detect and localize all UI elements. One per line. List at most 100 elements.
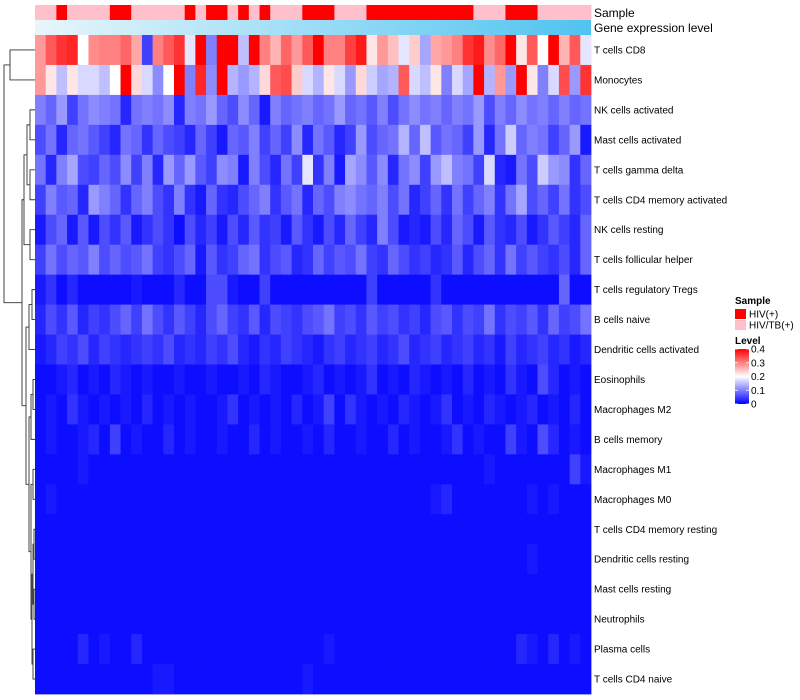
heatmap-cell bbox=[313, 334, 325, 365]
heatmap-cell bbox=[473, 544, 485, 575]
heatmap-cell bbox=[99, 274, 111, 305]
heatmap-cell bbox=[419, 424, 432, 455]
heatmap-cell bbox=[441, 544, 453, 575]
heatmap-cell bbox=[366, 454, 378, 485]
heatmap-cell bbox=[109, 94, 121, 126]
heatmap-cell bbox=[505, 35, 517, 66]
heatmap-cell bbox=[302, 544, 314, 575]
heatmap-cell bbox=[35, 35, 47, 66]
heatmap-cell bbox=[99, 634, 111, 665]
heatmap-cell bbox=[45, 94, 57, 126]
heatmap-cell bbox=[462, 124, 474, 156]
heatmap-cell bbox=[580, 634, 592, 665]
heatmap-cell bbox=[67, 454, 79, 485]
heatmap-cell bbox=[120, 184, 132, 216]
heatmap-cell bbox=[227, 94, 239, 126]
heatmap-cell bbox=[462, 35, 474, 66]
heatmap-cell bbox=[398, 634, 410, 665]
heatmap-cell bbox=[184, 124, 196, 156]
heatmap-cell bbox=[452, 334, 464, 365]
heatmap-cell bbox=[387, 35, 399, 66]
heatmap-cell bbox=[430, 424, 442, 455]
heatmap-cell bbox=[280, 94, 293, 126]
heatmap-cell bbox=[238, 244, 250, 276]
heatmap-cell bbox=[88, 634, 100, 665]
heatmap-cell bbox=[313, 454, 325, 485]
heatmap-cell bbox=[163, 334, 175, 365]
sample-annotation-cell bbox=[195, 5, 207, 20]
heatmap-cell bbox=[238, 334, 250, 365]
heatmap-cell bbox=[109, 184, 121, 216]
heatmap-cell bbox=[88, 514, 100, 545]
heatmap-cell bbox=[109, 604, 121, 635]
heatmap-cell bbox=[323, 454, 335, 485]
heatmap-cell bbox=[580, 334, 592, 365]
sample-annotation-cell bbox=[291, 5, 303, 20]
heatmap-cell bbox=[174, 124, 186, 156]
heatmap-cell bbox=[569, 124, 581, 156]
heatmap-cell bbox=[323, 94, 335, 126]
heatmap-cell bbox=[291, 604, 303, 635]
heatmap-cell bbox=[419, 454, 432, 485]
heatmap-cell bbox=[462, 214, 474, 246]
heatmap-cell bbox=[526, 634, 538, 665]
heatmap-cell bbox=[152, 394, 164, 425]
heatmap-cell bbox=[526, 454, 538, 485]
heatmap-cell bbox=[387, 364, 399, 395]
heatmap-cell bbox=[270, 544, 282, 575]
heatmap-cell bbox=[67, 664, 79, 695]
heatmap-cell bbox=[516, 424, 528, 455]
heatmap-cell bbox=[291, 454, 303, 485]
sample-annotation-cell bbox=[99, 5, 111, 20]
heatmap-cell bbox=[494, 544, 506, 575]
heatmap-cell bbox=[35, 154, 47, 186]
heatmap-cell bbox=[398, 574, 410, 605]
heatmap-cell bbox=[227, 484, 239, 515]
heatmap-cell bbox=[473, 634, 485, 665]
heatmap-cell bbox=[558, 394, 571, 425]
heatmap-cell bbox=[152, 364, 164, 395]
heatmap-cell bbox=[313, 634, 325, 665]
gene-annotation-label: Gene expression level bbox=[594, 21, 713, 35]
heatmap-cell bbox=[174, 94, 186, 126]
heatmap-cell bbox=[580, 484, 592, 515]
legend-sample-items: HIV(+)HIV/TB(+) bbox=[735, 309, 794, 332]
heatmap-cell bbox=[174, 604, 186, 635]
heatmap-cell bbox=[323, 574, 335, 605]
heatmap-cell bbox=[462, 484, 474, 515]
heatmap-cell bbox=[291, 184, 303, 216]
heatmap-cell bbox=[99, 184, 111, 216]
heatmap-cell bbox=[580, 304, 592, 335]
heatmap-cell bbox=[302, 35, 314, 66]
heatmap-cell bbox=[409, 154, 421, 186]
heatmap-cell bbox=[409, 574, 421, 605]
heatmap-cell bbox=[184, 334, 196, 365]
heatmap-cell bbox=[174, 364, 186, 395]
heatmap-cell bbox=[377, 484, 389, 515]
heatmap-cell bbox=[548, 274, 560, 305]
heatmap-cell bbox=[494, 274, 506, 305]
heatmap-cell bbox=[452, 364, 464, 395]
heatmap-cell bbox=[99, 244, 111, 276]
heatmap-cell bbox=[88, 184, 100, 216]
heatmap-cell bbox=[109, 154, 121, 186]
heatmap-cell bbox=[473, 214, 485, 246]
heatmap-cell bbox=[291, 304, 303, 335]
heatmap-cell bbox=[280, 394, 293, 425]
heatmap-cell bbox=[131, 664, 143, 695]
heatmap-cell bbox=[77, 64, 89, 96]
sample-annotation-cell bbox=[526, 5, 538, 20]
heatmap-cell bbox=[516, 304, 528, 335]
heatmap-cell bbox=[206, 334, 218, 365]
heatmap-cell bbox=[409, 124, 421, 156]
heatmap-cell bbox=[238, 604, 250, 635]
heatmap-cell bbox=[548, 214, 560, 246]
heatmap-cell bbox=[227, 634, 239, 665]
heatmap-cell bbox=[131, 124, 143, 156]
heatmap-cell bbox=[280, 454, 293, 485]
heatmap-cell bbox=[259, 184, 271, 216]
heatmap-cell bbox=[452, 664, 464, 695]
heatmap-cell bbox=[516, 664, 528, 695]
heatmap-cell bbox=[270, 274, 282, 305]
heatmap-cell bbox=[355, 394, 367, 425]
